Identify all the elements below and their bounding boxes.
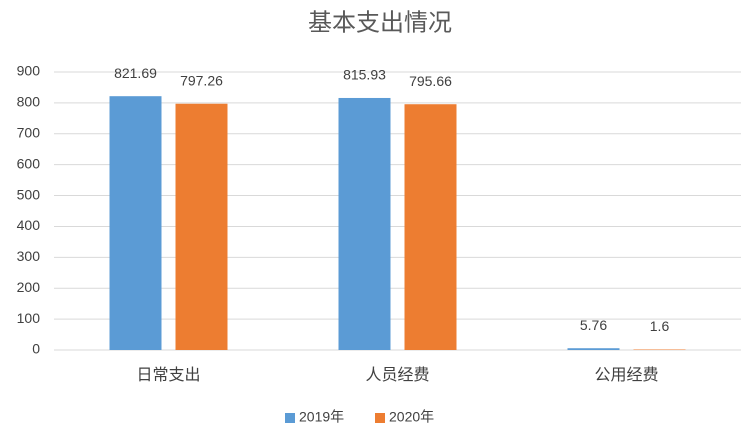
x-tick-label: 公用经费 <box>594 366 658 384</box>
y-tick-label: 100 <box>17 310 41 326</box>
y-tick-label: 300 <box>17 248 41 264</box>
y-tick-label: 200 <box>17 279 41 295</box>
bar <box>404 104 457 351</box>
y-tick-label: 400 <box>17 217 41 233</box>
y-tick-label: 800 <box>17 94 41 110</box>
bar <box>567 348 620 350</box>
data-label: 797.26 <box>180 72 223 88</box>
x-tick-label: 日常支出 <box>136 366 200 384</box>
y-tick-label: 900 <box>17 63 41 79</box>
bar <box>175 103 228 350</box>
data-label: 1.6 <box>650 318 670 334</box>
chart-title: 基本支出情况 <box>308 9 452 36</box>
bar <box>338 97 391 350</box>
data-label: 815.93 <box>343 67 386 83</box>
legend-swatch <box>375 413 385 423</box>
legend-swatch <box>285 413 295 423</box>
bar <box>109 96 162 350</box>
y-tick-label: 0 <box>32 341 40 357</box>
data-label: 821.69 <box>114 65 157 81</box>
y-tick-label: 600 <box>17 155 41 171</box>
legend-label: 2020年 <box>389 409 434 425</box>
data-label: 795.66 <box>409 73 452 89</box>
x-tick-label: 人员经费 <box>365 366 429 384</box>
y-tick-label: 700 <box>17 124 41 140</box>
data-label: 5.76 <box>580 317 607 333</box>
y-tick-label: 500 <box>17 186 41 202</box>
legend-label: 2019年 <box>299 409 344 425</box>
